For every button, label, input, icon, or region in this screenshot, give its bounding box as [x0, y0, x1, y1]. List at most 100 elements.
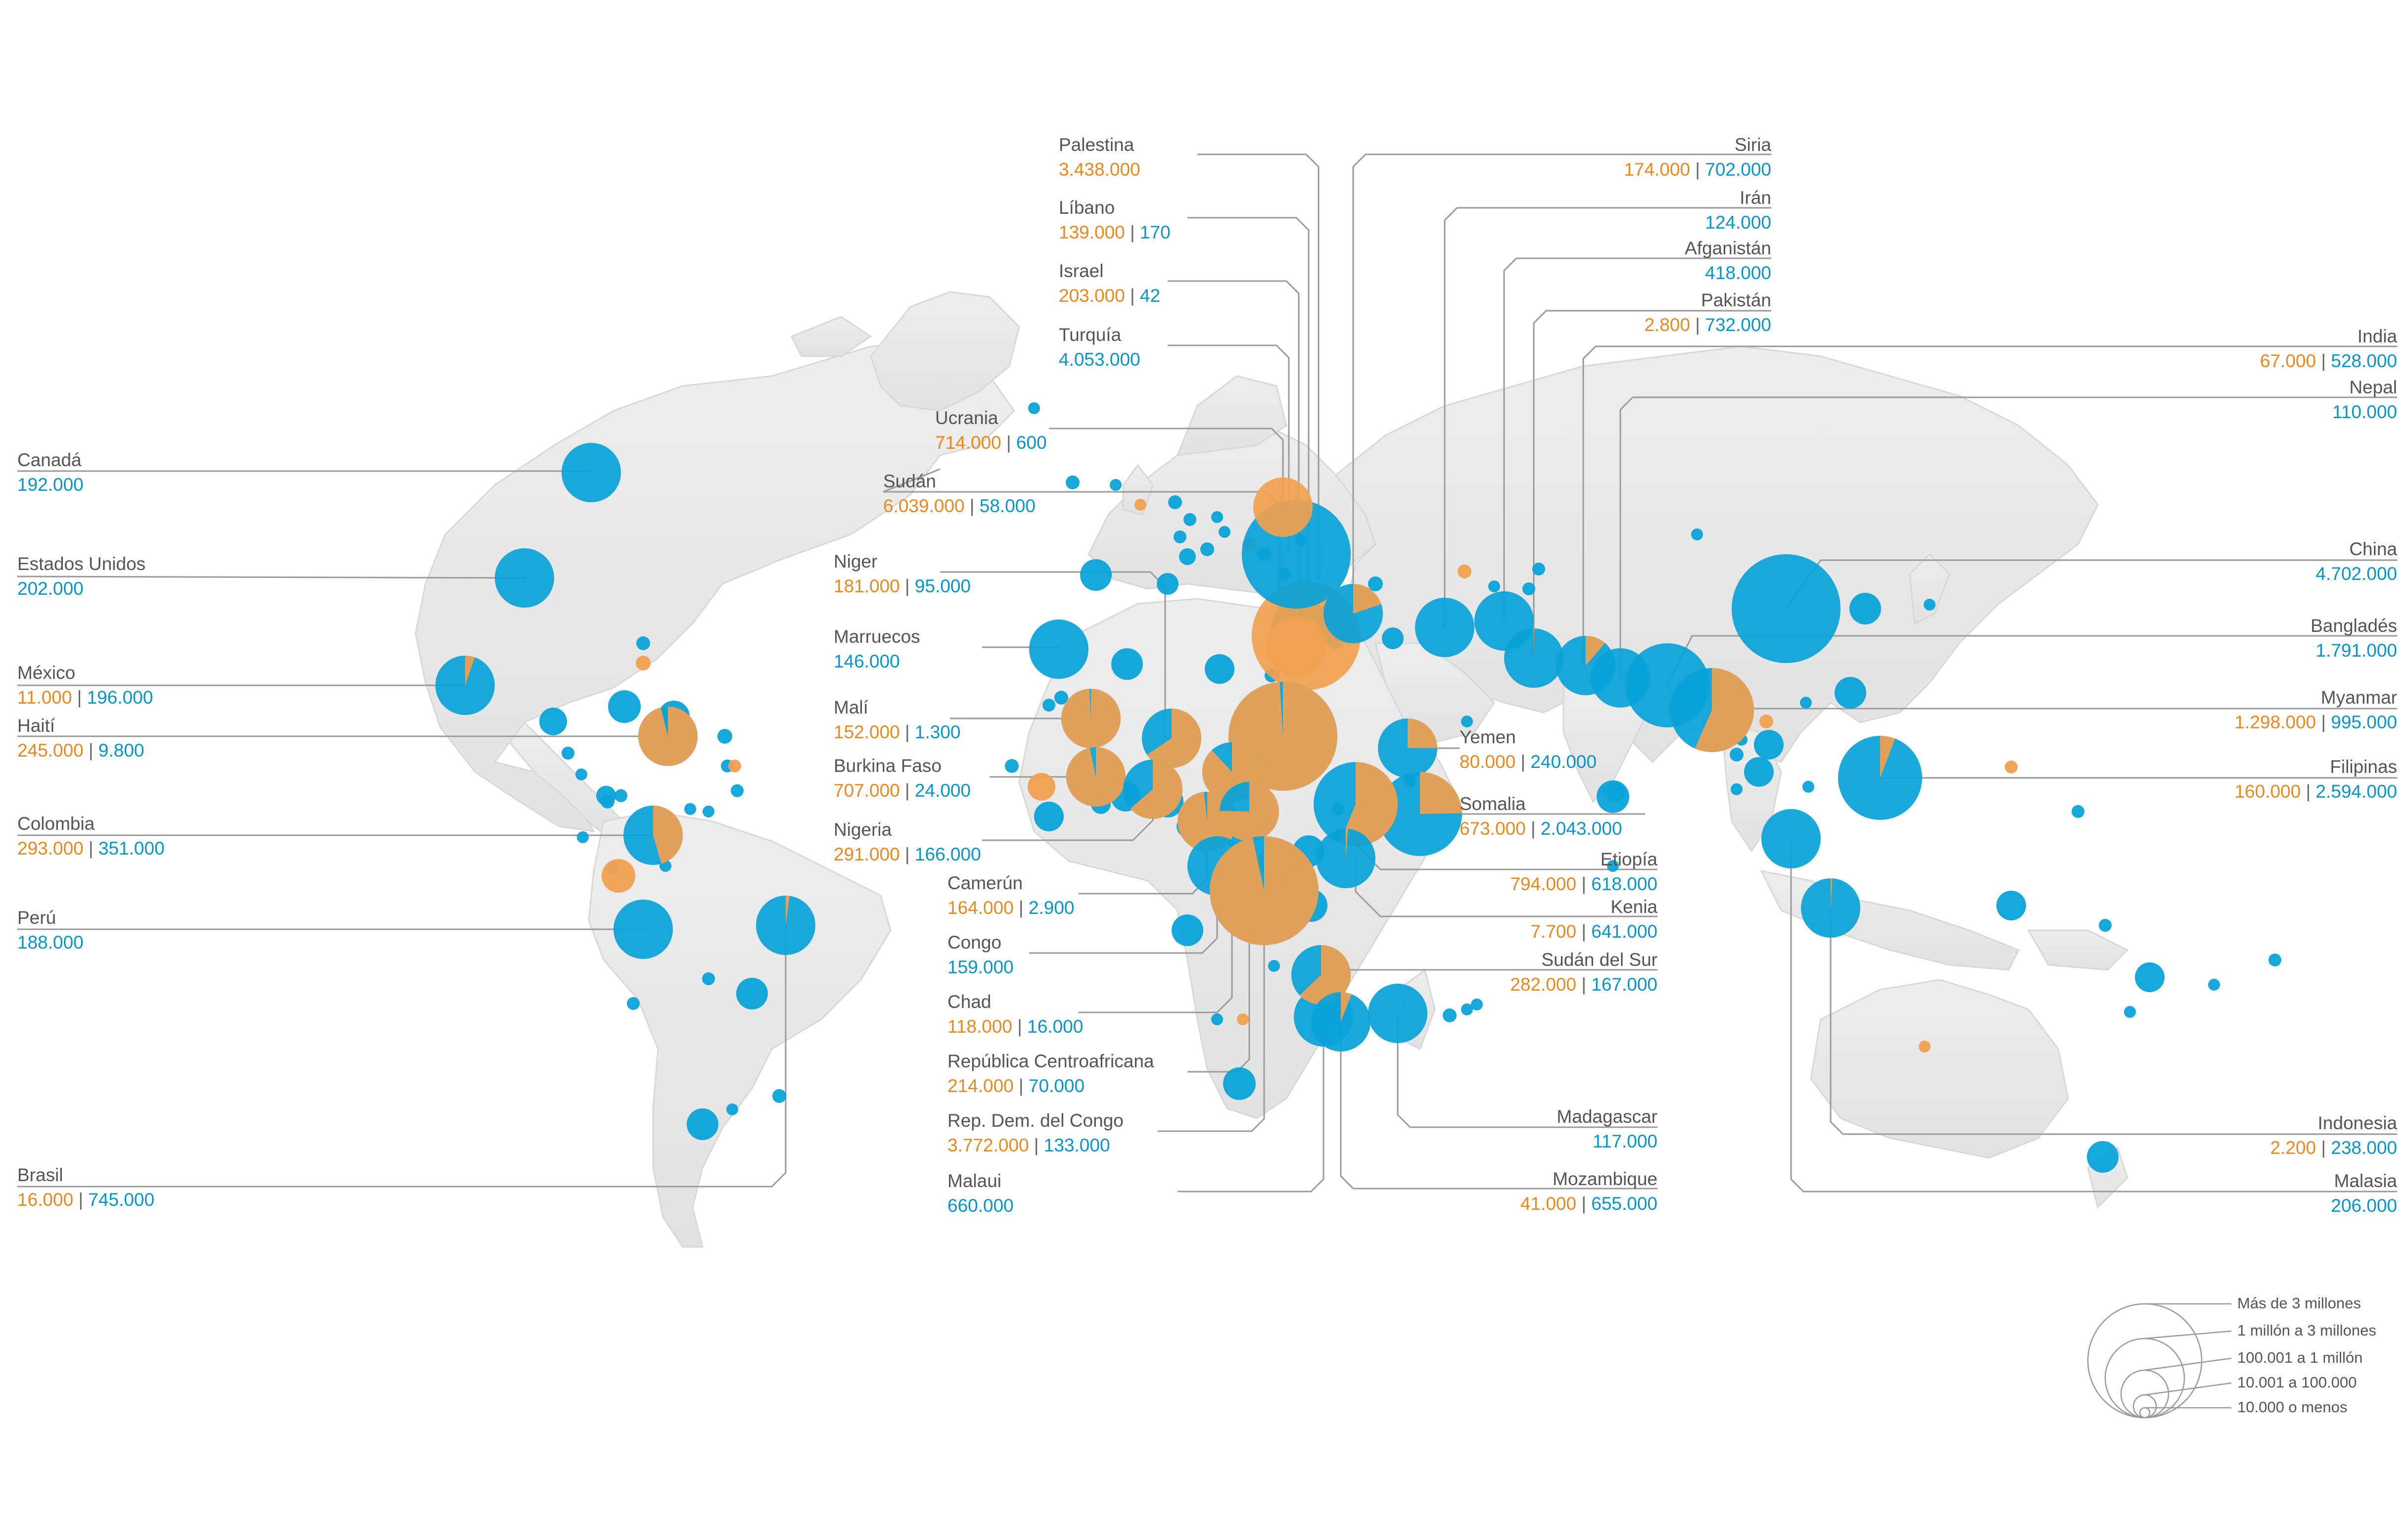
minor-bubble	[1443, 1008, 1457, 1022]
value-separator: |	[2301, 781, 2316, 802]
bubble-kenia	[1316, 829, 1375, 888]
country-values: 181.000 | 95.000	[834, 574, 971, 599]
label-marruecos: Marruecos 146.000	[834, 624, 920, 674]
country-values: 794.000 | 618.000	[1510, 872, 1657, 897]
label-peru: Perú 188.000	[17, 906, 84, 955]
minor-bubble	[2087, 1141, 2119, 1173]
value-abroad: 80.000	[1460, 752, 1516, 772]
country-values: 11.000 | 196.000	[17, 685, 153, 710]
value-internal: 58.000	[979, 496, 1036, 516]
bubble-slice	[1299, 945, 1351, 1004]
label-palestina: Palestina 3.438.000	[1059, 133, 1140, 182]
bubble-madagascar	[1368, 984, 1427, 1043]
bubble-base	[1029, 620, 1088, 679]
value-abroad: 6.039.000	[883, 496, 965, 516]
bubble-ucrania	[1253, 478, 1313, 537]
country-values: 188.000	[17, 930, 84, 955]
bubble-somalia	[1378, 772, 1462, 856]
value-internal: 117.000	[1593, 1131, 1657, 1151]
label-ucrania: Ucrania 714.000 | 600	[935, 406, 1047, 455]
bubble-slice	[786, 896, 790, 925]
minor-bubble	[728, 760, 741, 772]
minor-bubble	[1458, 565, 1471, 578]
leader-palestina	[1197, 153, 1320, 636]
value-internal: 528.000	[2331, 351, 2397, 371]
label-nepal: Nepal 110.000	[2332, 375, 2397, 425]
country-name: Burkina Faso	[834, 756, 942, 776]
bubble-slice	[1147, 709, 1202, 768]
value-internal: 1.300	[914, 722, 961, 742]
minor-bubble	[772, 1089, 786, 1103]
minor-bubble	[1919, 1041, 1931, 1052]
country-name: República Centroafricana	[947, 1051, 1154, 1071]
value-separator: |	[1012, 1016, 1028, 1037]
value-internal: 159.000	[947, 957, 1014, 977]
label-brasil: Brasil 16.000 | 745.000	[17, 1163, 154, 1212]
minor-bubble	[1183, 513, 1196, 526]
minor-bubble	[1028, 402, 1040, 414]
value-abroad: 707.000	[834, 780, 900, 801]
value-internal: 202.000	[17, 578, 84, 599]
country-name: Malasia	[2334, 1171, 2398, 1191]
minor-bubble	[1730, 748, 1744, 762]
country-name: Ucrania	[935, 408, 998, 428]
legend-circle-xs	[2139, 1407, 2151, 1419]
bubble-yemen	[1378, 718, 1437, 778]
country-values: 110.000	[2332, 400, 2397, 425]
bubble-myanmar	[1670, 668, 1754, 752]
bubble-rca	[1220, 782, 1279, 841]
bubble-slice	[1408, 718, 1437, 748]
minor-bubble	[2005, 761, 2018, 773]
value-separator: |	[1690, 159, 1705, 180]
leader-siria	[1352, 153, 1771, 614]
value-abroad: 7.700	[1530, 921, 1577, 942]
minor-bubble	[1461, 1003, 1473, 1015]
bubble-china	[1732, 554, 1841, 663]
minor-bubble	[1605, 782, 1625, 802]
minor-bubble	[1471, 999, 1483, 1010]
value-internal: 745.000	[88, 1190, 155, 1210]
greenland-landmass	[870, 291, 1020, 412]
leader-eeuu	[17, 575, 525, 579]
minor-bubble	[2208, 979, 2220, 991]
bubble-marruecos	[1029, 620, 1088, 679]
bubble-slice	[1220, 782, 1279, 841]
value-separator: |	[1125, 286, 1140, 306]
label-china: China 4.702.000	[2315, 537, 2397, 586]
arctic-islands	[790, 316, 872, 357]
country-name: Somalia	[1460, 794, 1526, 814]
value-separator: |	[72, 687, 87, 708]
value-abroad: 2.800	[1644, 315, 1691, 335]
leader-madagascar	[1397, 1013, 1657, 1128]
value-abroad: 164.000	[947, 898, 1014, 918]
country-values: 203.000 | 42	[1059, 284, 1160, 308]
label-malasia: Malasia 206.000	[2331, 1169, 2397, 1218]
value-abroad: 3.438.000	[1059, 159, 1140, 180]
bubble-mexico	[435, 656, 495, 715]
value-internal: 206.000	[2331, 1195, 2397, 1216]
country-name: India	[2357, 326, 2397, 346]
country-values: 714.000 | 600	[935, 430, 1047, 455]
minor-bubble	[1034, 802, 1064, 831]
minor-bubble	[2268, 954, 2281, 966]
leader-india	[1582, 345, 2397, 666]
country-name: Congo	[947, 932, 1002, 953]
minor-bubble	[1157, 573, 1179, 595]
minor-bubble	[1691, 528, 1703, 540]
label-kenia: Kenia 7.700 | 641.000	[1530, 895, 1657, 944]
minor-bubble	[562, 747, 574, 760]
bubble-pakistan	[1504, 628, 1563, 688]
label-yemen: Yemen 80.000 | 240.000	[1460, 725, 1597, 774]
value-abroad: 67.000	[2260, 351, 2316, 371]
legend-circle-sm	[2132, 1394, 2157, 1419]
bubble-base	[1253, 478, 1313, 537]
value-internal: 1.791.000	[2315, 640, 2397, 661]
legend-label-4: 10.001 a 100.000	[2237, 1374, 2357, 1391]
bubble-slice	[638, 707, 698, 766]
minor-bubble	[1744, 757, 1774, 787]
bubble-malasia	[1761, 809, 1821, 868]
country-name: Rep. Dem. del Congo	[947, 1110, 1124, 1131]
minor-bubble	[2072, 805, 2084, 818]
country-name: Camerún	[947, 873, 1023, 893]
